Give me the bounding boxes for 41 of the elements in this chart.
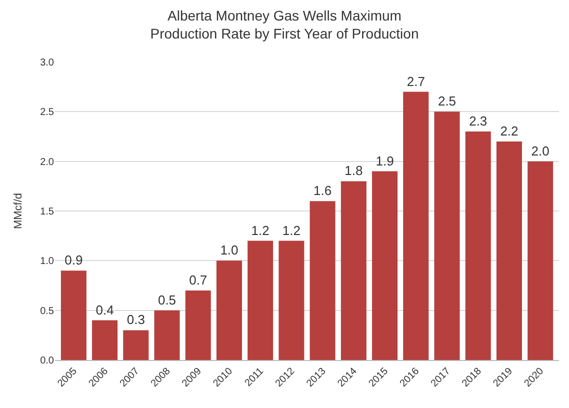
data-label: 0.5	[158, 292, 176, 308]
data-label: 1.2	[282, 222, 300, 238]
data-label: 0.7	[189, 272, 208, 288]
bar	[372, 171, 398, 360]
data-label: 1.2	[251, 222, 270, 238]
bar	[403, 92, 429, 360]
y-tick-label: 0.0	[40, 356, 54, 366]
bar	[185, 290, 211, 360]
y-tick-label: 1.0	[40, 256, 54, 268]
bar	[340, 181, 366, 360]
bar	[123, 330, 149, 360]
bar	[60, 270, 86, 360]
bar	[248, 240, 274, 360]
bar	[278, 240, 304, 360]
data-label: 2.2	[500, 123, 518, 138]
data-label: 1.0	[220, 242, 238, 258]
y-tick-label: 2.5	[40, 107, 54, 118]
bar	[154, 310, 180, 360]
data-label: 1.9	[376, 153, 394, 168]
bar	[434, 112, 460, 360]
data-label: 2.0	[531, 143, 550, 158]
y-tick-label: 3.0	[40, 58, 54, 68]
data-label: 0.3	[126, 312, 145, 328]
bar	[528, 161, 554, 360]
y-axis-title: MMcf/d	[12, 192, 25, 230]
bar	[92, 320, 118, 360]
data-label: 2.7	[406, 74, 425, 89]
data-label: 1.6	[314, 183, 332, 198]
y-tick-label: 2.0	[40, 156, 54, 168]
y-tick-label: 0.5	[40, 306, 54, 317]
bar	[310, 201, 336, 360]
data-label: 0.9	[64, 252, 83, 268]
data-label: 1.8	[344, 163, 363, 178]
data-label: 2.3	[469, 114, 488, 129]
bar	[465, 132, 491, 360]
data-label: 0.4	[96, 302, 114, 318]
data-label: 2.5	[438, 94, 456, 109]
chart-title: Alberta Montney Gas Wells Maximum Production Rate by First Year of Production	[150, 7, 419, 42]
bar	[496, 141, 522, 360]
bar	[216, 260, 242, 360]
y-tick-label: 1.5	[40, 206, 54, 218]
